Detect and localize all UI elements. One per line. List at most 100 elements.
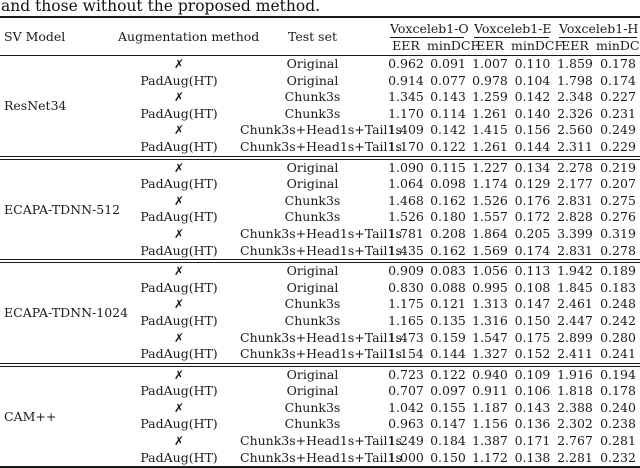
eer-value: 2.899 bbox=[557, 329, 593, 345]
eer-value: 1.473 bbox=[388, 329, 424, 345]
mindcf-value: 0.138 bbox=[514, 449, 551, 465]
test-set-label: Original bbox=[286, 279, 339, 295]
table-row: PadAug(HT) Chunk3s 1.526 0.180 1.557 0.172 2.8… bbox=[0, 209, 640, 226]
mindcf-value: 0.249 bbox=[600, 122, 636, 138]
mindcf-value: 0.150 bbox=[430, 449, 466, 465]
test-set-label: Original bbox=[286, 72, 339, 88]
eer-value: 1.526 bbox=[472, 192, 508, 208]
eer-value: 1.187 bbox=[472, 399, 508, 415]
col-group-voxceleb1-e-label: Voxceleb1-E bbox=[474, 21, 552, 38]
mindcf-value: 0.097 bbox=[430, 383, 466, 399]
eer-value: 2.831 bbox=[557, 242, 593, 258]
mindcf-value: 0.083 bbox=[430, 263, 466, 279]
eer-value: 1.435 bbox=[388, 242, 424, 258]
mindcf-value: 0.098 bbox=[430, 176, 466, 192]
eer-value: 1.227 bbox=[472, 159, 508, 175]
test-set-label: Original bbox=[286, 263, 339, 279]
table-row: ✗ Chunk3s 1.345 0.143 1.259 0.142 2.348 0.227 bbox=[0, 89, 640, 106]
eer-value: 1.327 bbox=[472, 346, 508, 362]
mindcf-value: 0.129 bbox=[514, 176, 551, 192]
col-group-voxceleb1-o: Voxceleb1-O bbox=[385, 17, 469, 38]
col-header-mindcf-e: minDCF bbox=[511, 38, 564, 53]
mindcf-value: 0.171 bbox=[514, 433, 551, 449]
augmentation-method-label: PadAug(HT) bbox=[140, 449, 218, 465]
mindcf-value: 0.147 bbox=[514, 296, 551, 312]
eer-value: 1.154 bbox=[388, 346, 424, 362]
eer-value: 2.388 bbox=[557, 399, 593, 415]
mindcf-value: 0.109 bbox=[514, 366, 551, 382]
test-set-label: Chunk3s+Head1s+Tail1s bbox=[240, 329, 402, 345]
test-set-label: Chunk3s+Head1s+Tail1s bbox=[240, 346, 402, 362]
no-augmentation-mark: ✗ bbox=[173, 57, 185, 71]
mindcf-value: 0.122 bbox=[430, 138, 466, 154]
test-set-label: Original bbox=[286, 176, 339, 192]
table-row: PadAug(HT) Chunk3s 0.963 0.147 1.156 0.136 2.3… bbox=[0, 416, 640, 433]
test-set-label: Chunk3s bbox=[284, 312, 341, 328]
table-row: PadAug(HT) Chunk3s 1.165 0.135 1.316 0.150 2.4… bbox=[0, 313, 640, 330]
eer-value: 1.313 bbox=[472, 296, 508, 312]
mindcf-value: 0.142 bbox=[514, 89, 551, 105]
mindcf-value: 0.134 bbox=[514, 159, 551, 175]
eer-value: 1.526 bbox=[388, 209, 424, 225]
col-header-augmentation-method: Augmentation method bbox=[118, 29, 260, 44]
no-augmentation-mark: ✗ bbox=[173, 297, 185, 312]
eer-value: 1.259 bbox=[472, 89, 508, 105]
mindcf-value: 0.156 bbox=[514, 122, 551, 138]
col-header-test-set: Test set bbox=[287, 29, 337, 44]
no-augmentation-mark: ✗ bbox=[173, 330, 185, 345]
mindcf-value: 0.174 bbox=[600, 72, 636, 88]
model-name: ECAPA-TDNN-1024 bbox=[4, 305, 129, 321]
eer-value: 0.909 bbox=[388, 263, 424, 279]
table-row: ECAPA-TDNN-512 ✗ Original 1.090 0.115 1.227 0.… bbox=[0, 158, 640, 217]
eer-value: 0.978 bbox=[472, 72, 508, 88]
eer-value: 1.859 bbox=[557, 56, 593, 71]
mindcf-value: 0.121 bbox=[430, 296, 466, 312]
eer-value: 2.767 bbox=[557, 433, 593, 449]
table-row: CAM++ ✗ Original 0.723 0.122 0.940 0.109 1.916 0… bbox=[0, 365, 640, 424]
col-header-mindcf-o: minDCF bbox=[427, 38, 480, 53]
table-row: ✗ Chunk3s 1.468 0.162 1.526 0.176 2.831 0.275 bbox=[0, 193, 640, 210]
mindcf-value: 0.281 bbox=[600, 433, 636, 449]
mindcf-value: 0.091 bbox=[430, 56, 466, 71]
eer-value: 1.864 bbox=[472, 225, 508, 241]
mindcf-value: 0.143 bbox=[514, 399, 551, 415]
mindcf-value: 0.280 bbox=[600, 329, 636, 345]
table-row: PadAug(HT) Chunk3s 1.170 0.114 1.261 0.140 2.3… bbox=[0, 106, 640, 123]
test-set-label: Chunk3s+Head1s+Tail1s bbox=[240, 242, 402, 258]
augmentation-method-label: PadAug(HT) bbox=[140, 209, 218, 225]
eer-value: 1.387 bbox=[472, 433, 508, 449]
mindcf-value: 0.172 bbox=[514, 209, 551, 225]
eer-value: 1.064 bbox=[388, 176, 424, 192]
eer-value: 1.345 bbox=[388, 89, 424, 105]
no-augmentation-mark: ✗ bbox=[173, 264, 185, 279]
eer-value: 1.056 bbox=[472, 263, 508, 279]
mindcf-value: 0.113 bbox=[514, 263, 551, 279]
eer-value: 0.707 bbox=[388, 383, 424, 399]
eer-value: 2.348 bbox=[557, 89, 593, 105]
mindcf-value: 0.143 bbox=[430, 89, 466, 105]
test-set-label: Chunk3s bbox=[284, 296, 341, 312]
no-augmentation-mark: ✗ bbox=[173, 90, 185, 105]
mindcf-value: 0.319 bbox=[600, 225, 636, 241]
col-header-eer-o: EER bbox=[392, 38, 420, 53]
eer-value: 2.831 bbox=[557, 192, 593, 208]
mindcf-value: 0.175 bbox=[514, 329, 551, 345]
eer-value: 2.302 bbox=[557, 416, 593, 432]
mindcf-value: 0.240 bbox=[600, 399, 636, 415]
eer-value: 0.830 bbox=[388, 279, 424, 295]
mindcf-value: 0.183 bbox=[600, 279, 636, 295]
mindcf-value: 0.144 bbox=[430, 346, 466, 362]
eer-value: 1.316 bbox=[472, 312, 508, 328]
mindcf-value: 0.108 bbox=[514, 279, 551, 295]
mindcf-value: 0.152 bbox=[514, 346, 551, 362]
col-group-voxceleb1-h-label: Voxceleb1-H bbox=[559, 21, 639, 38]
eer-value: 1.249 bbox=[388, 433, 424, 449]
table-row: PadAug(HT) Original 1.064 0.098 1.174 0.129 2.… bbox=[0, 176, 640, 193]
test-set-label: Chunk3s+Head1s+Tail1s bbox=[240, 225, 402, 241]
eer-value: 2.281 bbox=[557, 449, 593, 465]
eer-value: 1.845 bbox=[557, 279, 593, 295]
mindcf-value: 0.229 bbox=[600, 138, 636, 154]
augmentation-method-label: PadAug(HT) bbox=[140, 416, 218, 432]
augmentation-method-label: PadAug(HT) bbox=[140, 346, 218, 362]
test-set-label: Chunk3s bbox=[284, 192, 341, 208]
